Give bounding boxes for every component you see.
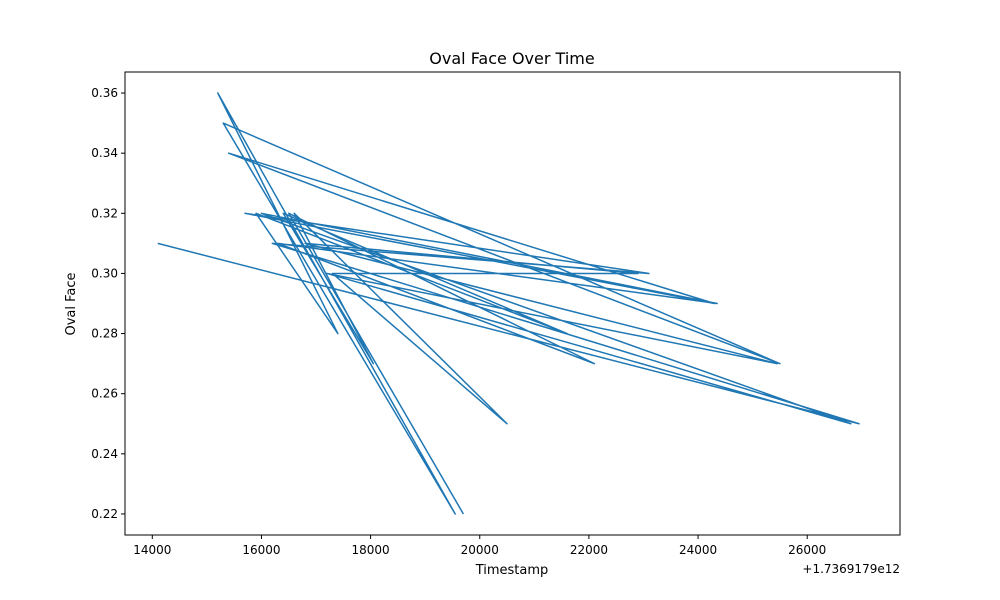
y-tick-label: 0.26 xyxy=(91,387,118,401)
x-axis-label: Timestamp xyxy=(475,563,549,578)
chart-title: Oval Face Over Time xyxy=(429,49,594,68)
y-tick-label: 0.32 xyxy=(91,206,118,220)
y-tick-label: 0.24 xyxy=(91,447,118,461)
x-axis-offset-label: +1.7369179e12 xyxy=(802,562,900,576)
y-tick-label: 0.30 xyxy=(91,266,118,280)
x-axis-ticks: 14000 16000 18000 20000 22000 24000 26000 xyxy=(133,535,826,557)
series-layer xyxy=(157,92,860,515)
x-tick-label: 20000 xyxy=(461,543,499,557)
plot-area xyxy=(124,71,901,536)
x-tick-label: 18000 xyxy=(352,543,390,557)
x-tick-label: 16000 xyxy=(242,543,280,557)
y-tick-label: 0.34 xyxy=(91,146,118,160)
axes-frame xyxy=(124,71,901,536)
series-line xyxy=(157,92,860,515)
y-tick-label: 0.28 xyxy=(91,327,118,341)
x-tick-label: 26000 xyxy=(788,543,826,557)
y-axis-label: Oval Face xyxy=(64,272,79,335)
x-tick-label: 22000 xyxy=(570,543,608,557)
y-tick-label: 0.22 xyxy=(91,507,118,521)
x-tick-label: 14000 xyxy=(133,543,171,557)
x-tick-label: 24000 xyxy=(679,543,717,557)
y-axis-ticks: 0.22 0.24 0.26 0.28 0.30 0.32 0.34 0.36 xyxy=(91,86,125,521)
y-tick-label: 0.36 xyxy=(91,86,118,100)
